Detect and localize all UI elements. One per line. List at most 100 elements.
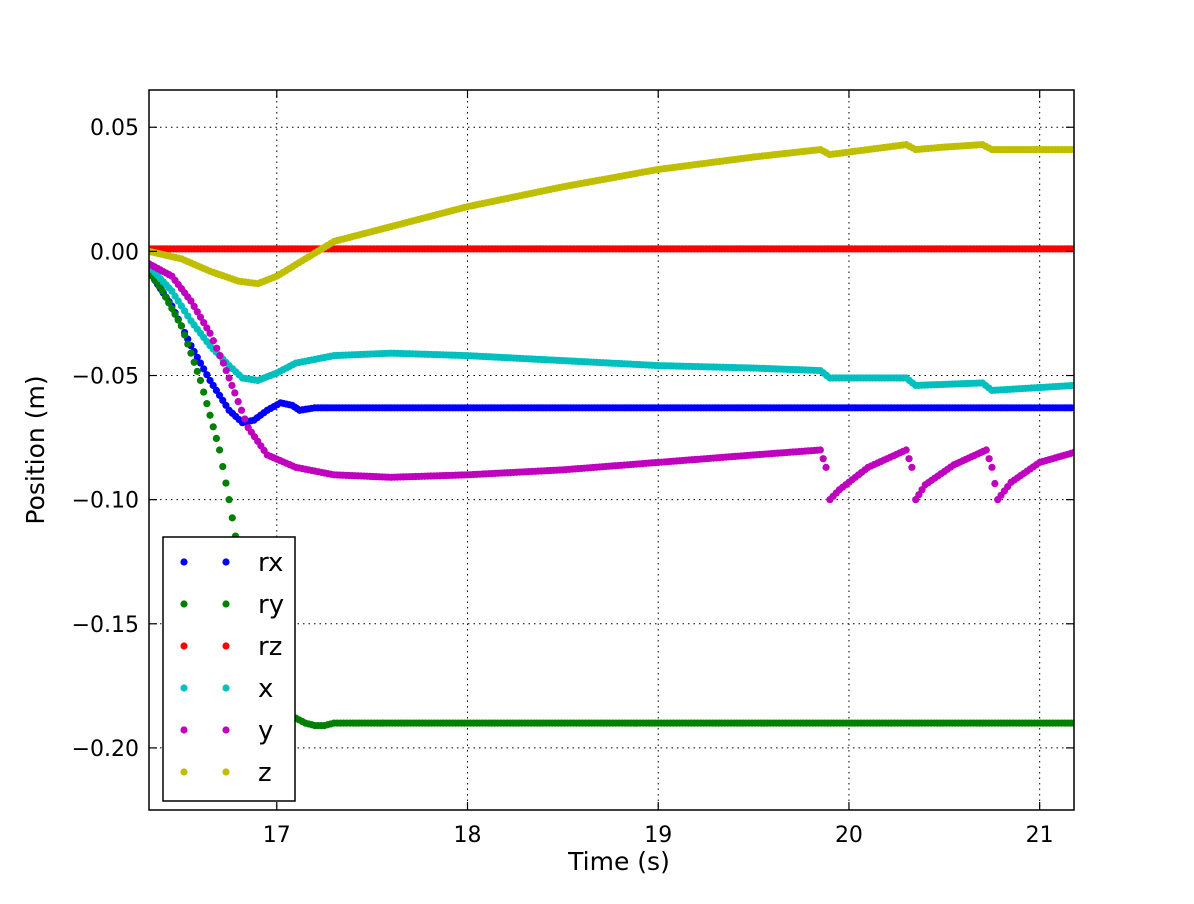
data-point (991, 479, 999, 488)
data-point (1070, 381, 1074, 390)
data-point (228, 381, 236, 390)
legend-marker (180, 726, 188, 734)
data-point (908, 463, 916, 471)
data-point (228, 514, 236, 522)
data-point (215, 446, 224, 454)
data-point (225, 496, 233, 504)
data-point (216, 352, 224, 360)
legend-marker (180, 600, 188, 608)
data-point (174, 316, 182, 324)
data-point (1070, 245, 1074, 253)
data-point (196, 376, 205, 385)
data-point (1070, 404, 1074, 412)
x-tick-label: 19 (644, 823, 672, 848)
y-tick-label: −0.15 (72, 613, 139, 638)
legend-label-y: y (258, 716, 273, 746)
legend-marker (180, 768, 188, 776)
x-tick-label: 18 (454, 823, 482, 848)
legend-marker (222, 558, 230, 566)
data-point (203, 400, 211, 408)
plot-frame (148, 89, 1075, 811)
data-point (982, 446, 990, 454)
legend-label-z: z (258, 758, 272, 788)
data-point (222, 479, 230, 487)
ticks: 17 18 19 20 21 0.05 0.00 −0.05 −0.10 −0.15 −0.20 (72, 90, 1074, 848)
series-layer (149, 141, 1074, 730)
data-point (200, 318, 208, 327)
data-point (231, 389, 239, 397)
data-point (1070, 145, 1074, 154)
legend-label-rz: rz (258, 632, 282, 662)
data-point (165, 299, 173, 307)
legend-marker (222, 642, 230, 650)
data-point (988, 463, 996, 471)
legend-label-rx: rx (258, 548, 283, 578)
legend-label-x: x (258, 674, 273, 704)
legend-marker (180, 684, 188, 692)
series-z (149, 141, 1074, 288)
y-tick-label: −0.10 (72, 489, 139, 514)
legend-marker (222, 600, 230, 608)
x-axis-label: Time (s) (567, 847, 670, 876)
data-point (212, 434, 220, 443)
data-point (181, 331, 189, 339)
data-point (203, 371, 211, 379)
data-point (177, 322, 186, 330)
y-tick-label: 0.05 (90, 116, 139, 141)
data-point (196, 313, 205, 321)
legend-box (162, 536, 296, 802)
x-tick-label: 20 (835, 823, 863, 848)
data-point (171, 310, 179, 318)
data-point (985, 455, 993, 463)
legend: rx ry rz xyz (162, 536, 296, 802)
data-point (158, 287, 166, 295)
legend-marker (180, 558, 188, 566)
series-x (149, 262, 1074, 395)
data-point (193, 308, 201, 316)
y-axis-label: Position (m) (21, 375, 50, 524)
data-point (187, 297, 195, 305)
data-point (1070, 719, 1074, 727)
legend-marker (222, 726, 230, 734)
data-point (190, 358, 198, 366)
series-y (149, 260, 1074, 504)
data-point (168, 304, 176, 313)
data-point (237, 406, 246, 414)
data-point (234, 397, 242, 406)
plot-background (149, 90, 1074, 810)
data-point (902, 446, 910, 454)
x-tick-label: 17 (263, 823, 291, 848)
legend-label-ry: ry (258, 590, 284, 620)
legend-marker (222, 684, 230, 692)
data-point (209, 423, 217, 431)
data-point (193, 367, 201, 375)
data-point (196, 359, 205, 367)
y-tick-label: −0.20 (72, 737, 139, 762)
data-point (184, 340, 192, 348)
data-point (816, 446, 824, 454)
series-ry (149, 267, 1074, 730)
legend-marker (222, 768, 230, 776)
data-point (161, 293, 170, 301)
data-point (222, 366, 230, 375)
data-point (1070, 448, 1074, 457)
y-tick-label: −0.05 (72, 365, 139, 390)
y-tick-label: 0.00 (90, 240, 139, 265)
data-point (200, 365, 208, 373)
data-point (219, 462, 227, 471)
data-point (187, 349, 195, 357)
data-point (241, 415, 249, 423)
data-point (203, 324, 211, 332)
data-point (200, 388, 208, 396)
data-point (209, 337, 217, 345)
data-point (225, 374, 233, 382)
data-point (190, 302, 198, 311)
data-point (822, 463, 830, 471)
data-point (206, 411, 214, 419)
data-point (213, 344, 221, 352)
series-rz (149, 245, 1074, 253)
legend-marker (180, 642, 188, 650)
x-tick-label: 21 (1026, 823, 1054, 848)
